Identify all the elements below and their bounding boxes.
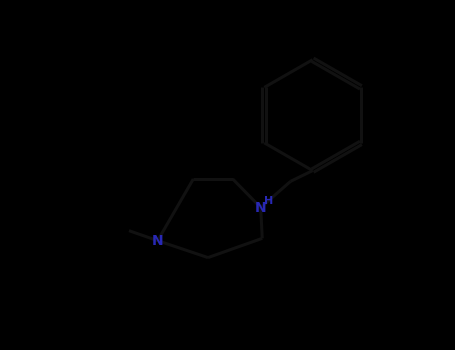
Text: H: H [264,196,273,205]
Text: N: N [152,234,163,248]
Text: N: N [255,201,267,215]
